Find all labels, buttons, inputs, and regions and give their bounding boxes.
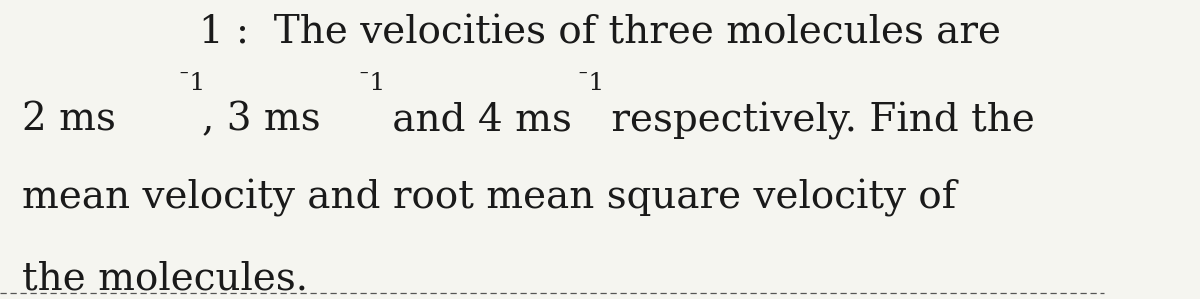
Text: and 4 ms: and 4 ms (380, 102, 572, 139)
Text: ¯1: ¯1 (358, 72, 386, 95)
Text: 1 :  The velocities of three molecules are: 1 : The velocities of three molecules ar… (199, 15, 1001, 52)
Text: 2 ms: 2 ms (22, 102, 115, 139)
Text: mean velocity and root mean square velocity of: mean velocity and root mean square veloc… (22, 179, 955, 217)
Text: the molecules.: the molecules. (22, 260, 307, 297)
Text: ¯1: ¯1 (576, 72, 605, 95)
Text: , 3 ms: , 3 ms (202, 102, 320, 139)
Text: ¯1: ¯1 (178, 72, 206, 95)
Text: respectively. Find the: respectively. Find the (599, 102, 1034, 140)
